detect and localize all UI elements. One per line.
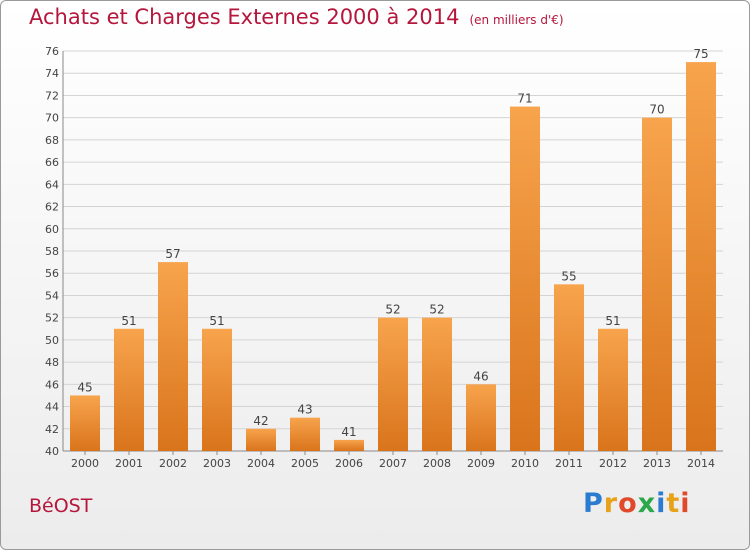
y-axis-ticks: 40 42 44 46 48 50 52 54 56 58 60 62 64 66 68 70 72 74 76 [45, 45, 59, 458]
bar-2010 [510, 106, 540, 452]
bar-2006 [334, 439, 364, 451]
x-axis-ticks: 2000 2001 2002 2003 2004 2005 2006 2007 2008 2009… [71, 451, 715, 470]
x-tick-label: 2013 [643, 457, 671, 470]
y-tick-label: 56 [45, 267, 59, 280]
y-tick-label: 60 [45, 223, 59, 236]
bar-2012 [598, 328, 628, 451]
y-tick-label: 64 [45, 178, 59, 191]
x-tick-label: 2005 [291, 457, 319, 470]
x-tick-label: 2007 [379, 457, 407, 470]
x-tick-label: 2012 [599, 457, 627, 470]
x-tick-label: 2008 [423, 457, 451, 470]
x-tick-label: 2014 [687, 457, 715, 470]
town-name: BéOST [29, 495, 93, 517]
data-label-2011: 55 [561, 269, 576, 283]
data-label-2007: 52 [385, 303, 400, 317]
data-label-2002: 57 [165, 247, 180, 261]
x-tick-label: 2003 [203, 457, 231, 470]
bar-2007 [378, 317, 408, 451]
data-label-2004: 42 [253, 414, 268, 428]
x-tick-label: 2000 [71, 457, 99, 470]
data-label-2008: 52 [429, 303, 444, 317]
bar-2008 [422, 317, 452, 451]
y-tick-label: 52 [45, 312, 59, 325]
y-tick-label: 58 [45, 245, 59, 258]
y-tick-label: 50 [45, 334, 59, 347]
bar-2011 [554, 284, 584, 451]
y-tick-label: 44 [45, 401, 59, 414]
x-tick-label: 2001 [115, 457, 143, 470]
data-label-2001: 51 [121, 314, 136, 328]
proxiti-logo[interactable]: Proxiti [583, 488, 691, 519]
bar-2014 [686, 62, 716, 451]
bar-2000 [70, 395, 100, 451]
x-tick-label: 2006 [335, 457, 363, 470]
y-tick-label: 72 [45, 89, 59, 102]
y-tick-label: 40 [45, 445, 59, 458]
data-label-2009: 46 [473, 369, 488, 383]
x-tick-label: 2002 [159, 457, 187, 470]
bar-2009 [466, 384, 496, 451]
chart-title-unit: (en milliers d'€) [469, 13, 564, 27]
data-label-2000: 45 [77, 380, 92, 394]
bar-2004 [246, 428, 276, 451]
data-label-2006: 41 [341, 425, 356, 439]
y-tick-label: 46 [45, 378, 59, 391]
y-tick-label: 70 [45, 112, 59, 125]
y-tick-label: 76 [45, 45, 59, 58]
x-tick-label: 2010 [511, 457, 539, 470]
bars [70, 62, 716, 452]
x-tick-label: 2009 [467, 457, 495, 470]
bar-2005 [290, 417, 320, 451]
data-label-2013: 70 [649, 103, 664, 117]
bar-2002 [158, 262, 188, 451]
bar-2003 [202, 328, 232, 451]
chart-title-main: Achats et Charges Externes 2000 à 2014 [29, 5, 460, 29]
data-label-2010: 71 [517, 92, 532, 106]
bar-2013 [642, 117, 672, 452]
data-label-2005: 43 [297, 403, 312, 417]
data-labels: 45 51 57 51 42 43 41 52 52 46 71 55 51 70 75 [77, 47, 708, 439]
y-tick-label: 68 [45, 134, 59, 147]
y-tick-label: 74 [45, 67, 59, 80]
data-label-2012: 51 [605, 314, 620, 328]
x-tick-label: 2011 [555, 457, 583, 470]
y-tick-label: 42 [45, 423, 59, 436]
data-label-2003: 51 [209, 314, 224, 328]
data-label-2014: 75 [693, 47, 708, 61]
y-tick-label: 54 [45, 289, 59, 302]
y-tick-label: 66 [45, 156, 59, 169]
bar-2001 [114, 328, 144, 451]
y-tick-label: 62 [45, 201, 59, 214]
x-tick-label: 2004 [247, 457, 275, 470]
chart-title: Achats et Charges Externes 2000 à 2014 (e… [29, 5, 564, 29]
y-tick-label: 48 [45, 356, 59, 369]
